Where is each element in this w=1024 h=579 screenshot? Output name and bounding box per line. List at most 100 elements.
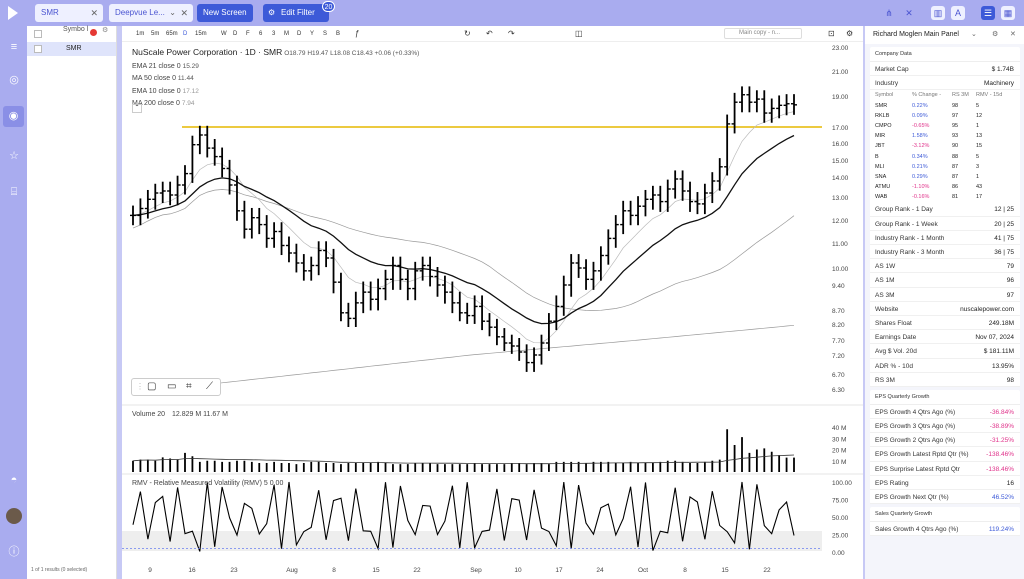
rmv-line	[132, 481, 795, 552]
table-row[interactable]: WAB -0.16% 81 17	[875, 194, 983, 201]
target-icon[interactable]: ◉	[3, 106, 24, 127]
collapse-legend-button[interactable]: ⌃	[132, 104, 142, 113]
gear-icon[interactable]: ⚙	[992, 31, 999, 38]
growth-row: EPS Growth Next Qtr (%) 46.52%	[870, 490, 1020, 505]
timeframe-button[interactable]: 1m	[136, 31, 145, 37]
table-row[interactable]: MIR 1.58% 93 13	[875, 133, 983, 140]
filter-icon: ⚙	[268, 8, 276, 17]
timeframe-button[interactable]: 15m	[195, 31, 207, 37]
alert-icon[interactable]	[90, 29, 97, 36]
timeframe-button[interactable]: D	[233, 31, 238, 37]
rank-row[interactable]: Industry Rank - 1 Month 41 | 75	[870, 231, 1020, 245]
edit-filter-button[interactable]: ⚙ Edit Filter	[263, 4, 329, 22]
price-tick-label: 21.00	[832, 69, 849, 76]
drag-handle-icon[interactable]: ⋮	[136, 382, 144, 391]
timeframe-button[interactable]: 5m	[151, 31, 160, 37]
timeframe-button[interactable]: M	[284, 31, 289, 37]
help-icon[interactable]: ◓	[10, 474, 18, 486]
ema21-line	[132, 134, 795, 325]
share-icon[interactable]: ⋔	[885, 8, 893, 18]
stat-row: Shares Float 249.18M	[870, 316, 1020, 331]
new-screen-button[interactable]: New Screen	[197, 4, 253, 22]
company-data-card: Company Data Market Cap $ 1.74B Industry M…	[870, 47, 1020, 387]
avatar[interactable]	[6, 508, 22, 524]
chevron-down-icon[interactable]: ⌄	[169, 8, 176, 17]
volume-average-line	[132, 454, 795, 465]
x-tick-label: 22	[413, 567, 421, 574]
x-tick-label: 23	[230, 567, 238, 574]
trendline-tool-icon[interactable]: ⟋	[206, 381, 213, 392]
price-chart[interactable]: 23.00 21.00 19.00 17.00 16.00 15.00 14.00 13.00…	[122, 42, 863, 579]
timeframe-button[interactable]: Y	[310, 31, 315, 37]
timeframe-button[interactable]: F	[246, 31, 250, 37]
close-icon[interactable]: ✕	[180, 8, 188, 18]
timeframe-button[interactable]: D	[183, 31, 188, 37]
table-row[interactable]: MLI 0.21% 87 3	[875, 163, 980, 170]
gear-icon[interactable]: ⚙	[846, 29, 854, 38]
table-row[interactable]: ATMU -1.10% 86 43	[875, 184, 983, 191]
timeframe-button[interactable]: B	[336, 31, 341, 37]
font-icon[interactable]: A	[951, 6, 965, 20]
rank-row[interactable]: Group Rank - 1 Day 12 | 25	[870, 202, 1020, 217]
table-row[interactable]: CMPO -0.65% 95 1	[875, 122, 980, 129]
timeframe-button[interactable]: W	[221, 31, 227, 37]
layout-select[interactable]: Main copy - n...	[724, 28, 802, 39]
timeframe-button[interactable]: 3	[272, 31, 276, 37]
table-row[interactable]: B 0.34% 88 5	[875, 153, 980, 160]
stat-list: AS 1W 79 AS 1M 96 AS 3M 97 Website nuscalepower…	[870, 259, 1020, 387]
table-row[interactable]: RKLB 0.09% 97 12	[875, 112, 983, 119]
rmv-low-band	[122, 531, 822, 551]
app-logo-icon[interactable]	[8, 6, 18, 20]
redo-icon[interactable]: ↻	[464, 29, 471, 38]
chevron-down-icon[interactable]: ⌄	[971, 31, 977, 38]
pattern-tool-icon[interactable]: ⌗	[186, 381, 192, 392]
peer-table: Symbol% Change - RS 3M RMV - 15d SMR 0.22% 98…	[870, 90, 1020, 202]
table-row[interactable]: SNA 0.29% 87 1	[875, 173, 980, 180]
star-icon[interactable]: ☆	[9, 150, 19, 162]
forward-icon[interactable]: ↷	[508, 29, 515, 38]
camera-icon[interactable]: ◫	[575, 29, 583, 38]
rectangle-tool-icon[interactable]: ▢	[147, 381, 157, 392]
price-tick-label: 16.00	[832, 141, 849, 148]
market-cap-row: Market Cap $ 1.74B	[870, 62, 1020, 77]
menu-icon[interactable]: ≡	[10, 41, 18, 53]
timeframe-button[interactable]: 65m	[166, 31, 178, 37]
price-tick-label: 13.00	[832, 195, 849, 202]
gear-icon[interactable]: ⚙	[102, 27, 109, 34]
grid-view-icon[interactable]: ▦	[1001, 6, 1015, 20]
x-icon[interactable]: ✕	[905, 8, 913, 18]
stat-row[interactable]: Website nuscalepower.com	[870, 302, 1020, 316]
price-tick-label: 15.00	[832, 158, 849, 165]
rmv-tick-label: 100.00	[832, 480, 852, 487]
comment-tool-icon[interactable]: ▭	[167, 381, 177, 392]
rank-row[interactable]: Group Rank - 1 Week 20 | 25	[870, 217, 1020, 231]
undo-icon[interactable]: ↶	[486, 29, 493, 38]
screen-icon[interactable]: ⌸	[10, 186, 18, 198]
panel-title: Richard Moglen Main Panel	[873, 31, 959, 38]
rank-row[interactable]: Industry Rank - 3 Month 36 | 75	[870, 245, 1020, 260]
table-row[interactable]: SMR 0.22% 98 5	[875, 102, 980, 109]
price-tick-label: 6.30	[832, 387, 845, 394]
globe-icon[interactable]: ◎	[9, 74, 19, 86]
close-icon[interactable]: ✕	[90, 8, 98, 18]
indicator-icon[interactable]: ƒ	[355, 29, 360, 38]
info-icon[interactable]: ⓘ	[8, 546, 20, 558]
chart-icon[interactable]: ▥	[931, 6, 945, 20]
tab-deepvue[interactable]: Deepvue Le... ⌄ ✕	[109, 4, 193, 22]
close-icon[interactable]: ✕	[1010, 31, 1016, 38]
x-tick-label: 15	[721, 567, 729, 574]
growth-row: EPS Growth 2 Qtrs Ago (%) -31.25%	[870, 433, 1020, 448]
timeframe-button[interactable]: 6	[259, 31, 263, 37]
zoom-icon[interactable]: ⊡	[828, 29, 835, 38]
select-all-checkbox[interactable]	[34, 30, 42, 38]
left-navigation: ≡ ◎ ◉ ☆ ⌸ ◓ ⓘ	[0, 26, 27, 579]
list-item[interactable]: SMR	[27, 42, 116, 56]
industry-row[interactable]: Industry Machinery	[870, 76, 1020, 91]
table-row[interactable]: JBT -3.12% 90 15	[875, 143, 983, 150]
timeframe-button[interactable]: D	[297, 31, 302, 37]
timeframe-button[interactable]: S	[323, 31, 328, 37]
tab-smr[interactable]: SMR ✕	[35, 4, 103, 22]
list-view-icon[interactable]: ☰	[981, 6, 995, 20]
row-checkbox[interactable]	[34, 45, 42, 53]
